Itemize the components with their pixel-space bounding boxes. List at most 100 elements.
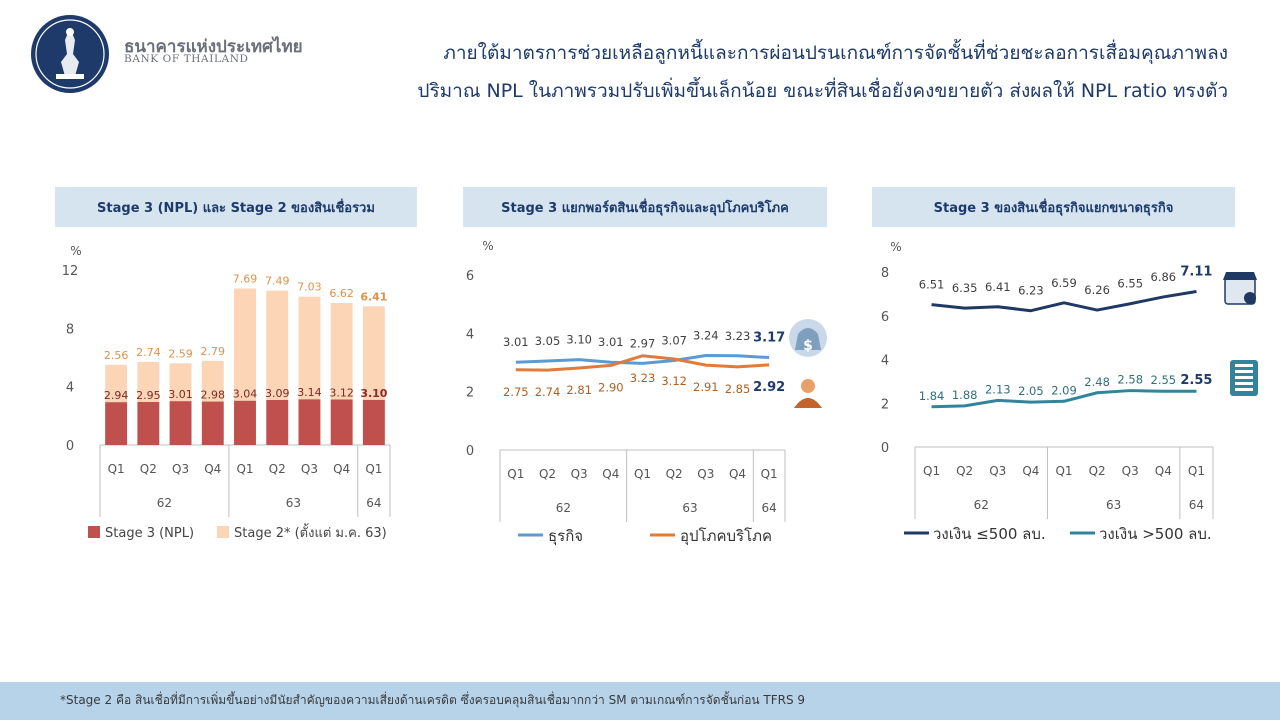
chart3-category-label: Q1	[923, 464, 940, 478]
chart2-ytick: 4	[466, 327, 474, 342]
series-0-data-label: 6.35	[952, 281, 978, 295]
stage3-data-label: 3.12	[329, 387, 354, 400]
building-icon	[1235, 370, 1253, 373]
chart1-year-label: 63	[286, 496, 301, 510]
series-1-data-label: 2.74	[535, 385, 561, 399]
money-bag-icon: $	[803, 338, 813, 354]
chart2-category-label: Q3	[697, 467, 714, 481]
series-1-data-label: 2.09	[1051, 383, 1077, 397]
series-0-data-label: 6.51	[919, 278, 945, 292]
series-1-data-label: 2.81	[566, 383, 592, 397]
stage3-data-label: 2.98	[201, 389, 226, 402]
series-1-data-label: 2.75	[503, 385, 529, 399]
chart1-year-label: 64	[366, 496, 381, 510]
stage2-data-label: 7.03	[297, 281, 322, 294]
series-1-data-label: 2.05	[1018, 384, 1044, 398]
footer-bar	[0, 682, 1280, 720]
chart3-ytick: 0	[881, 441, 889, 456]
shop-icon	[1223, 272, 1257, 280]
legend-label-large: วงเงิน >500 ลบ.	[1099, 525, 1212, 543]
chart1-ytick: 8	[66, 322, 74, 337]
chart1-category-label: Q2	[140, 462, 157, 476]
stage2-bar	[362, 306, 385, 400]
legend-swatch-stage2	[217, 526, 229, 538]
stage2-data-label: 2.56	[104, 349, 129, 362]
series-1-data-label: 2.90	[598, 380, 624, 394]
series-1-data-label: 1.84	[919, 389, 945, 403]
stage2-data-label: 2.59	[168, 347, 193, 360]
chart2-year-label: 64	[762, 501, 777, 515]
series-0-data-label: 3.17	[753, 331, 785, 346]
chart1-category-label: Q3	[172, 462, 189, 476]
stage2-data-label: 2.74	[136, 346, 161, 359]
chart2-category-label: Q3	[571, 467, 588, 481]
chart1-category-label: Q4	[333, 462, 350, 476]
series-0-data-label: 6.26	[1084, 283, 1110, 297]
series-0-data-label: 7.11	[1180, 264, 1212, 279]
legend-label-stage2: Stage 2* (ตั้งแต่ ม.ค. 63)	[234, 523, 387, 541]
legend-label-stage3: Stage 3 (NPL)	[105, 526, 194, 541]
stage2-bar	[105, 364, 128, 403]
chart3-category-label: Q3	[1122, 464, 1139, 478]
series-1-data-label: 2.48	[1084, 375, 1110, 389]
footnote: *Stage 2 คือ สินเชื่อที่มีการเพิ่มขึ้นอย…	[60, 693, 806, 707]
chart3-category-label: Q1	[1188, 464, 1205, 478]
building-icon	[1235, 382, 1253, 385]
chart2-category-label: Q4	[602, 467, 619, 481]
chart3-year-label: 62	[974, 498, 989, 512]
chart1-category-label: Q1	[236, 462, 253, 476]
bank-of-thailand-logo-icon	[31, 15, 109, 93]
stage2-bar	[330, 302, 353, 400]
chart1-category-label: Q1	[108, 462, 125, 476]
chart1-ytick: 12	[62, 264, 79, 279]
series-1-data-label: 2.85	[725, 382, 751, 396]
building-icon	[1235, 388, 1253, 391]
org-name-thai: ธนาคารแห่งประเทศไทย	[124, 37, 303, 57]
chart1-category-label: Q4	[204, 462, 221, 476]
stage2-bar	[298, 296, 321, 400]
series-0-data-label: 3.10	[566, 333, 592, 347]
stage2-bar	[266, 290, 289, 400]
series-1-data-label: 2.55	[1151, 373, 1177, 387]
headline-line-1: ภายใต้มาตรการช่วยเหลือลูกหนี้และการผ่อนป…	[443, 42, 1228, 64]
chart3-ytick: 8	[881, 266, 889, 281]
series-0-data-label: 6.23	[1018, 284, 1044, 298]
stage3-bar	[137, 401, 160, 445]
chart2-category-label: Q2	[666, 467, 683, 481]
legend-swatch-stage3	[88, 526, 100, 538]
stage3-data-label: 3.01	[168, 388, 193, 401]
series-1-data-label: 2.55	[1180, 373, 1212, 388]
stage2-bar	[169, 363, 192, 402]
building-icon	[1235, 364, 1253, 367]
headline-line-2: ปริมาณ NPL ในภาพรวมปรับเพิ่มขึ้นเล็กน้อย…	[417, 80, 1228, 102]
money-bag-icon	[795, 328, 821, 350]
chart2-category-label: Q1	[761, 467, 778, 481]
series-0-data-label: 6.86	[1151, 270, 1177, 284]
series-0-data-label: 6.41	[985, 280, 1011, 294]
series-0-data-label: 3.24	[693, 329, 719, 343]
chart1-title: Stage 3 (NPL) และ Stage 2 ของสินเชื่อรวม	[55, 187, 417, 227]
series-0-data-label: 3.07	[661, 333, 687, 347]
series-0-data-label: 6.59	[1051, 276, 1077, 290]
org-name-english: BANK OF THAILAND	[124, 53, 249, 65]
series-0-data-label: 3.01	[503, 335, 529, 349]
chart3-category-label: Q4	[1022, 464, 1039, 478]
chart2-category-label: Q1	[634, 467, 651, 481]
chart3-title: Stage 3 ของสินเชื่อธุรกิจแยกขนาดธุรกิจ	[872, 187, 1235, 227]
chart3-ytick: 4	[881, 354, 889, 369]
series-1-data-label: 3.12	[661, 374, 687, 388]
chart2-year-label: 62	[556, 501, 571, 515]
series-1-data-label: 2.91	[693, 380, 719, 394]
series-1-data-label: 1.88	[952, 388, 978, 402]
stage2-data-label: 7.49	[265, 275, 290, 288]
stage3-bar	[234, 400, 256, 445]
chart1-category-label: Q3	[301, 462, 318, 476]
stage3-bar	[266, 399, 289, 445]
stage3-bar	[169, 401, 192, 445]
stage3-bar	[105, 402, 128, 445]
chart3-year-label: 63	[1106, 498, 1121, 512]
stage2-data-label: 2.79	[201, 345, 226, 358]
stage2-data-label: 7.69	[233, 273, 258, 286]
legend-label-business: ธุรกิจ	[548, 527, 583, 546]
chart3-category-label: Q3	[989, 464, 1006, 478]
